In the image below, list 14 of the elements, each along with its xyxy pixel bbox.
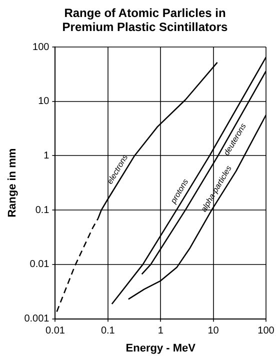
y-tick-label: 0.1 (35, 204, 50, 216)
x-tick-label: 10 (208, 326, 220, 337)
chart-title: Range of Atomic Parlicles in Premium Plastic Scintillators (61, 6, 229, 34)
y-tick-label: 0.001 (24, 314, 50, 325)
x-tick-label: 100 (258, 326, 275, 337)
x-tick-label: 1 (158, 326, 164, 337)
x-tick-label: 0.01 (45, 326, 66, 337)
x-axis-title: Energy - MeV (126, 342, 196, 354)
y-axis-title: Range in mm (6, 148, 19, 218)
x-tick-label: 0.1 (100, 326, 116, 337)
y-tick-label: 100 (32, 42, 50, 53)
y-tick-label: 0.01 (30, 259, 50, 270)
y-tick-label: 1 (44, 150, 50, 162)
y-tick-label: 10 (38, 96, 50, 108)
